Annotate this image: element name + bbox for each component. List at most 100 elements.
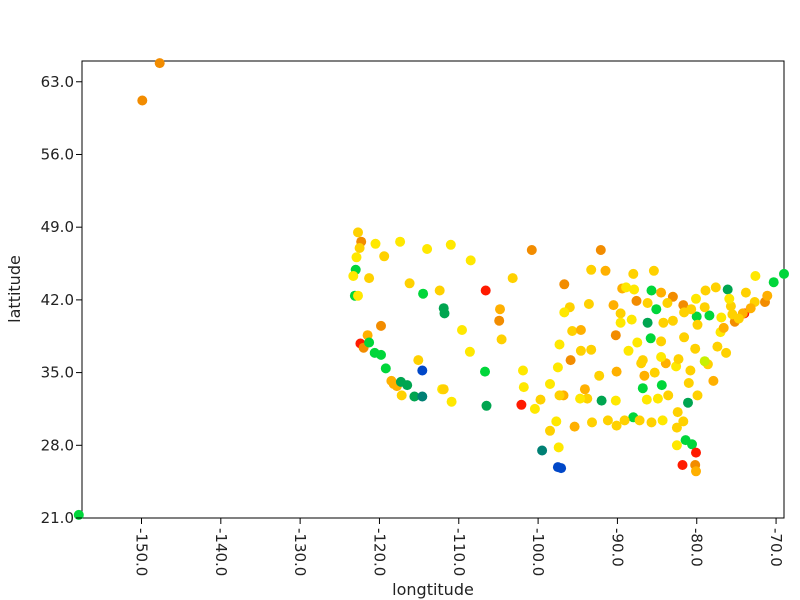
- data-point: [628, 268, 639, 279]
- data-point: [559, 307, 570, 318]
- y-axis-title: lattitude: [5, 255, 24, 323]
- data-point: [582, 393, 593, 404]
- data-point: [595, 245, 606, 255]
- data-point: [691, 447, 701, 458]
- data-point: [678, 416, 689, 427]
- data-point: [700, 285, 711, 296]
- data-point: [480, 285, 491, 296]
- data-point: [631, 295, 642, 306]
- data-point: [632, 337, 643, 348]
- data-point: [402, 380, 413, 391]
- data-point: [639, 370, 650, 381]
- data-point: [656, 352, 667, 362]
- data-point: [610, 330, 621, 341]
- data-point: [575, 345, 586, 356]
- x-tick-label: -110.0: [450, 528, 468, 576]
- data-point: [600, 265, 611, 276]
- data-point: [673, 354, 684, 365]
- data-point: [641, 394, 652, 405]
- data-point: [645, 333, 656, 344]
- x-tick-label: -140.0: [212, 528, 230, 576]
- data-point: [658, 317, 669, 328]
- data-point: [364, 273, 375, 284]
- data-point: [579, 384, 590, 395]
- data-point: [516, 399, 527, 410]
- data-point: [518, 365, 528, 376]
- x-tick-label: -100.0: [529, 528, 547, 576]
- data-point: [602, 415, 613, 426]
- data-point: [439, 308, 450, 319]
- y-tick-label: 21.0: [41, 509, 74, 527]
- data-point: [137, 95, 148, 106]
- plot-area: [81, 60, 785, 519]
- data-point: [351, 252, 362, 263]
- data-point: [699, 356, 710, 367]
- data-point: [667, 315, 678, 326]
- data-point: [750, 271, 761, 281]
- data-point: [686, 304, 697, 315]
- y-axis: 21.0 28.0 35.0 42.0 49.0 56.0 63.0: [41, 73, 82, 527]
- data-point: [692, 319, 703, 330]
- data-point: [652, 393, 663, 404]
- data-point: [708, 375, 719, 386]
- data-point: [537, 445, 548, 456]
- data-point: [615, 308, 626, 319]
- data-point: [495, 304, 505, 315]
- data-point: [418, 288, 429, 299]
- data-point: [615, 317, 626, 328]
- data-point: [480, 366, 490, 377]
- x-tick-label: -70.0: [767, 528, 785, 567]
- data-point: [745, 303, 756, 314]
- x-tick-label: -80.0: [688, 528, 706, 567]
- data-point: [575, 325, 586, 335]
- data-point: [699, 302, 710, 313]
- data-point: [691, 311, 702, 322]
- data-point: [507, 273, 518, 284]
- data-point: [637, 383, 648, 394]
- data-point: [380, 363, 391, 374]
- data-point: [586, 344, 597, 355]
- data-point: [716, 312, 727, 323]
- data-point: [779, 268, 789, 279]
- data-point: [712, 341, 723, 352]
- data-point: [587, 417, 597, 428]
- data-point: [417, 365, 428, 376]
- data-point: [619, 415, 630, 426]
- data-point: [656, 336, 667, 347]
- x-axis-title: longtitude: [392, 580, 474, 599]
- data-point: [634, 415, 645, 426]
- data-point: [559, 279, 570, 290]
- data-point: [740, 287, 751, 298]
- data-point: [457, 325, 467, 335]
- data-point: [494, 315, 505, 326]
- data-point: [690, 343, 701, 354]
- x-tick-label: -130.0: [291, 528, 309, 576]
- data-point: [565, 355, 576, 366]
- data-point: [656, 380, 667, 391]
- data-point: [623, 345, 634, 356]
- data-point: [481, 400, 492, 411]
- data-point: [354, 243, 365, 253]
- data-point: [662, 298, 673, 308]
- data-point: [718, 322, 729, 333]
- data-point: [621, 282, 632, 293]
- data-point: [672, 407, 683, 418]
- data-point: [409, 391, 420, 402]
- data-point: [610, 395, 621, 406]
- data-point: [685, 365, 696, 376]
- data-point: [417, 391, 428, 402]
- data-point: [651, 304, 662, 315]
- data-point: [594, 370, 605, 381]
- x-tick-label: -120.0: [370, 528, 388, 576]
- data-point: [646, 285, 657, 296]
- data-point: [554, 339, 565, 350]
- data-point: [649, 367, 660, 378]
- data-point: [518, 382, 529, 393]
- data-point: [722, 284, 733, 295]
- data-point: [496, 334, 507, 345]
- data-point: [656, 287, 667, 298]
- data-point: [353, 227, 363, 238]
- data-point: [629, 284, 640, 295]
- data-point: [586, 264, 597, 275]
